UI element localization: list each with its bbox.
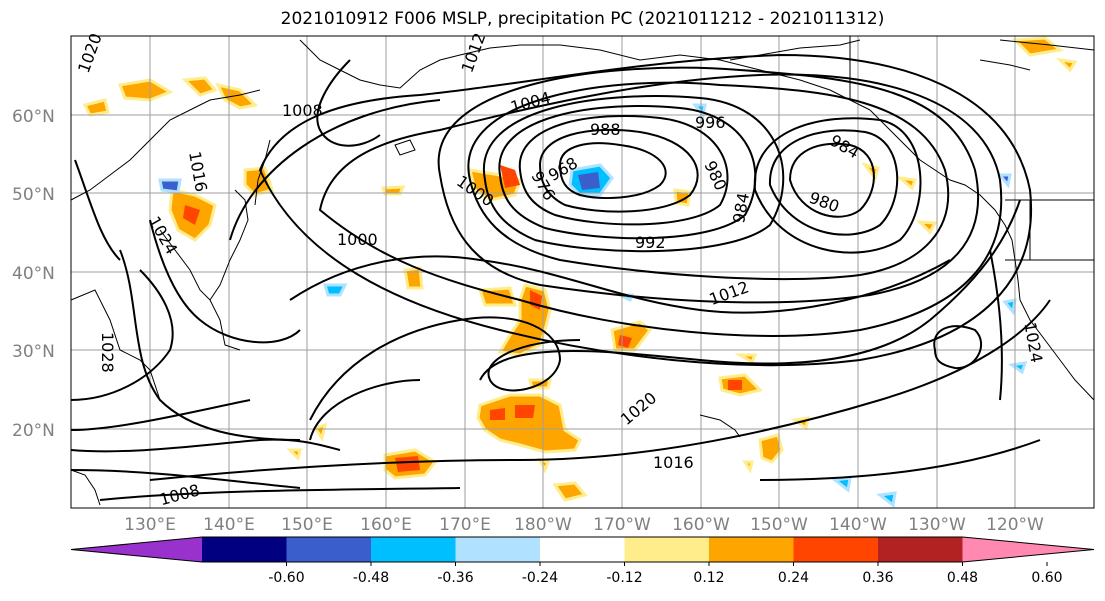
- map-panel: 1020 1012 1008 1004 996 988 968 976 984 …: [70, 30, 1095, 509]
- colorbar-bin: [202, 537, 287, 562]
- contour-label: 1008: [282, 101, 323, 120]
- lat-label: 60°N: [12, 107, 55, 127]
- lon-label: 170°W: [593, 515, 651, 535]
- colorbar-outline: [70, 536, 1095, 563]
- map-border: [70, 35, 1095, 509]
- contour-label: 996: [695, 113, 726, 132]
- lat-label: 20°N: [12, 421, 55, 441]
- coastlines: [70, 36, 1095, 506]
- lon-label: 170°E: [439, 515, 491, 535]
- lon-label: 140°E: [203, 515, 255, 535]
- lon-label: 160°E: [360, 515, 412, 535]
- lon-label: 180°W: [514, 515, 572, 535]
- colorbar-tick-label: 0.48: [947, 570, 978, 586]
- colorbar-bin: [371, 537, 456, 562]
- lon-label: 160°W: [672, 515, 730, 535]
- lon-label: 150°E: [281, 515, 333, 535]
- colorbar-tick-label: -0.36: [437, 570, 473, 586]
- colorbar-tick-label: 0.60: [1031, 570, 1062, 586]
- lat-label: 40°N: [12, 264, 55, 284]
- map-title: 2021010912 F006 MSLP, precipitation PC (…: [280, 9, 885, 29]
- lon-label: 140°W: [829, 515, 887, 535]
- colorbar-tick-label: -0.48: [353, 570, 389, 586]
- negative-precipitation-shading: [158, 103, 1028, 508]
- longitude-labels: 130°E 140°E 150°E 160°E 170°E 180°W 170°…: [124, 515, 1044, 535]
- colorbar: -0.60 -0.48 -0.36 -0.24 -0.12 0.12 0.24 0.36 0.4…: [70, 536, 1095, 586]
- lon-label: 130°W: [908, 515, 966, 535]
- latitude-labels: 60°N 50°N 40°N 30°N 20°N: [12, 107, 55, 441]
- colorbar-tick-label: 0.36: [862, 570, 893, 586]
- lat-label: 30°N: [12, 342, 55, 362]
- contour-label: 988: [590, 120, 621, 139]
- colorbar-bin: [624, 537, 710, 562]
- colorbar-bin: [455, 537, 541, 562]
- colorbar-tick-label: 0.12: [693, 570, 724, 586]
- colorbar-bin: [709, 537, 794, 562]
- lat-label: 50°N: [12, 185, 55, 205]
- colorbar-extend-max: [962, 537, 1094, 562]
- colorbar-extend-min: [71, 537, 202, 562]
- colorbar-bin: [540, 537, 625, 562]
- colorbar-tick-label: -0.60: [268, 570, 304, 586]
- colorbar-bin: [793, 537, 879, 562]
- colorbar-bin: [878, 537, 963, 562]
- contour-label: 1000: [337, 230, 378, 249]
- lon-label: 150°W: [750, 515, 808, 535]
- colorbar-bin: [286, 537, 372, 562]
- lon-label: 120°W: [986, 515, 1044, 535]
- colorbar-tick-label: -0.24: [522, 570, 558, 586]
- contour-label: 1016: [653, 453, 694, 472]
- contour-label: 1028: [98, 332, 117, 373]
- precipitation-shading: [82, 36, 1078, 502]
- contour-label: 992: [635, 233, 666, 252]
- mslp-contours: [70, 53, 1051, 501]
- lon-label: 130°E: [124, 515, 176, 535]
- colorbar-tick-label: -0.12: [606, 570, 642, 586]
- colorbar-tick-label: 0.24: [778, 570, 809, 586]
